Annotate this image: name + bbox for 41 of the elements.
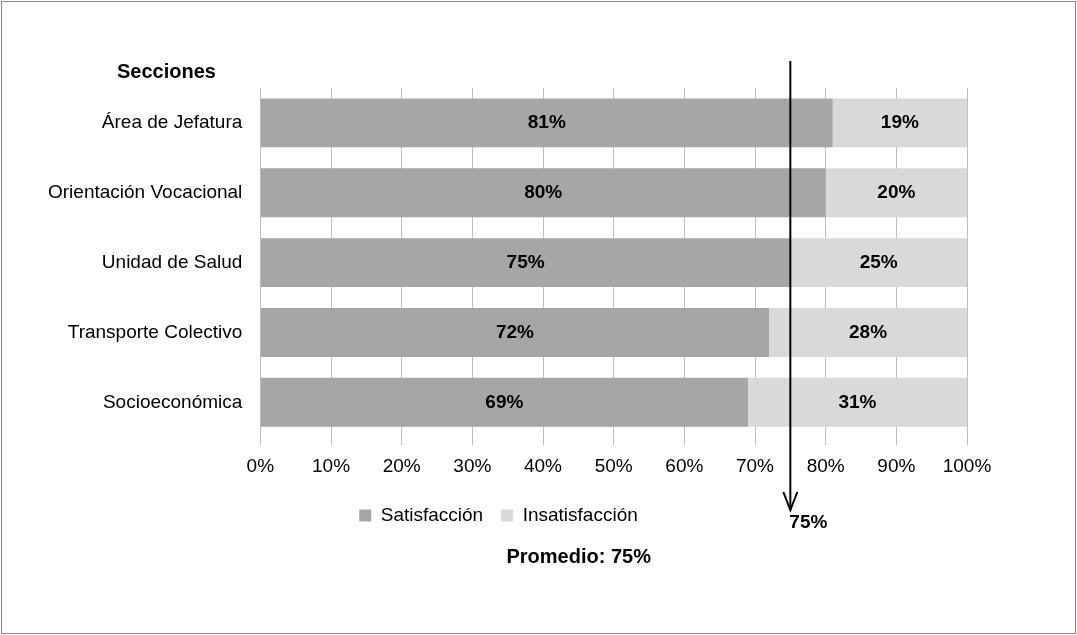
data-label: 28% (849, 320, 888, 342)
x-tick-label: 50% (594, 454, 633, 476)
bar (832, 98, 967, 148)
y-tick-label: Transporte Colectivo (67, 320, 243, 342)
x-tick-label: 90% (877, 454, 916, 476)
data-label: 75% (506, 250, 545, 272)
data-label: 81% (527, 111, 566, 133)
y-tick-label: Orientación Vocacional (48, 180, 243, 202)
legend-label: Satisfacción (380, 503, 484, 525)
data-label: 31% (838, 390, 877, 412)
bar (260, 98, 833, 148)
x-tick-label: 70% (735, 454, 775, 476)
x-tick-label: 10% (311, 454, 351, 476)
text: Promedio: 75% (506, 544, 652, 567)
legend-label: Insatisfacción (522, 503, 638, 525)
x-tick-label: 60% (665, 454, 704, 476)
ref-line-label: 75% (789, 511, 828, 533)
bar (260, 308, 770, 357)
bar (790, 238, 967, 288)
y-tick-label: Socioeconómica (102, 390, 243, 412)
x-tick-label: 80% (806, 454, 845, 476)
data-label: 20% (877, 180, 916, 202)
x-tick-label: 0% (246, 454, 275, 476)
bar (747, 377, 967, 427)
data-label: 80% (524, 180, 563, 202)
y-tick-label: Unidad de Salud (101, 250, 243, 272)
data-label: 72% (495, 320, 535, 342)
bar (260, 377, 748, 427)
x-tick-label: 100% (942, 454, 992, 476)
y-axis-title: Secciones (117, 59, 216, 82)
bar (769, 308, 967, 357)
bar (825, 168, 967, 218)
x-tick-label: 40% (523, 454, 563, 476)
x-tick-label: 20% (382, 454, 421, 476)
x-tick-label: 30% (453, 454, 492, 476)
bar (260, 168, 826, 218)
data-label: 69% (485, 390, 524, 412)
data-label: 25% (859, 250, 898, 272)
bar (260, 238, 791, 288)
y-tick-label: Área de Jefatura (101, 111, 243, 133)
data-label: 19% (880, 111, 919, 133)
